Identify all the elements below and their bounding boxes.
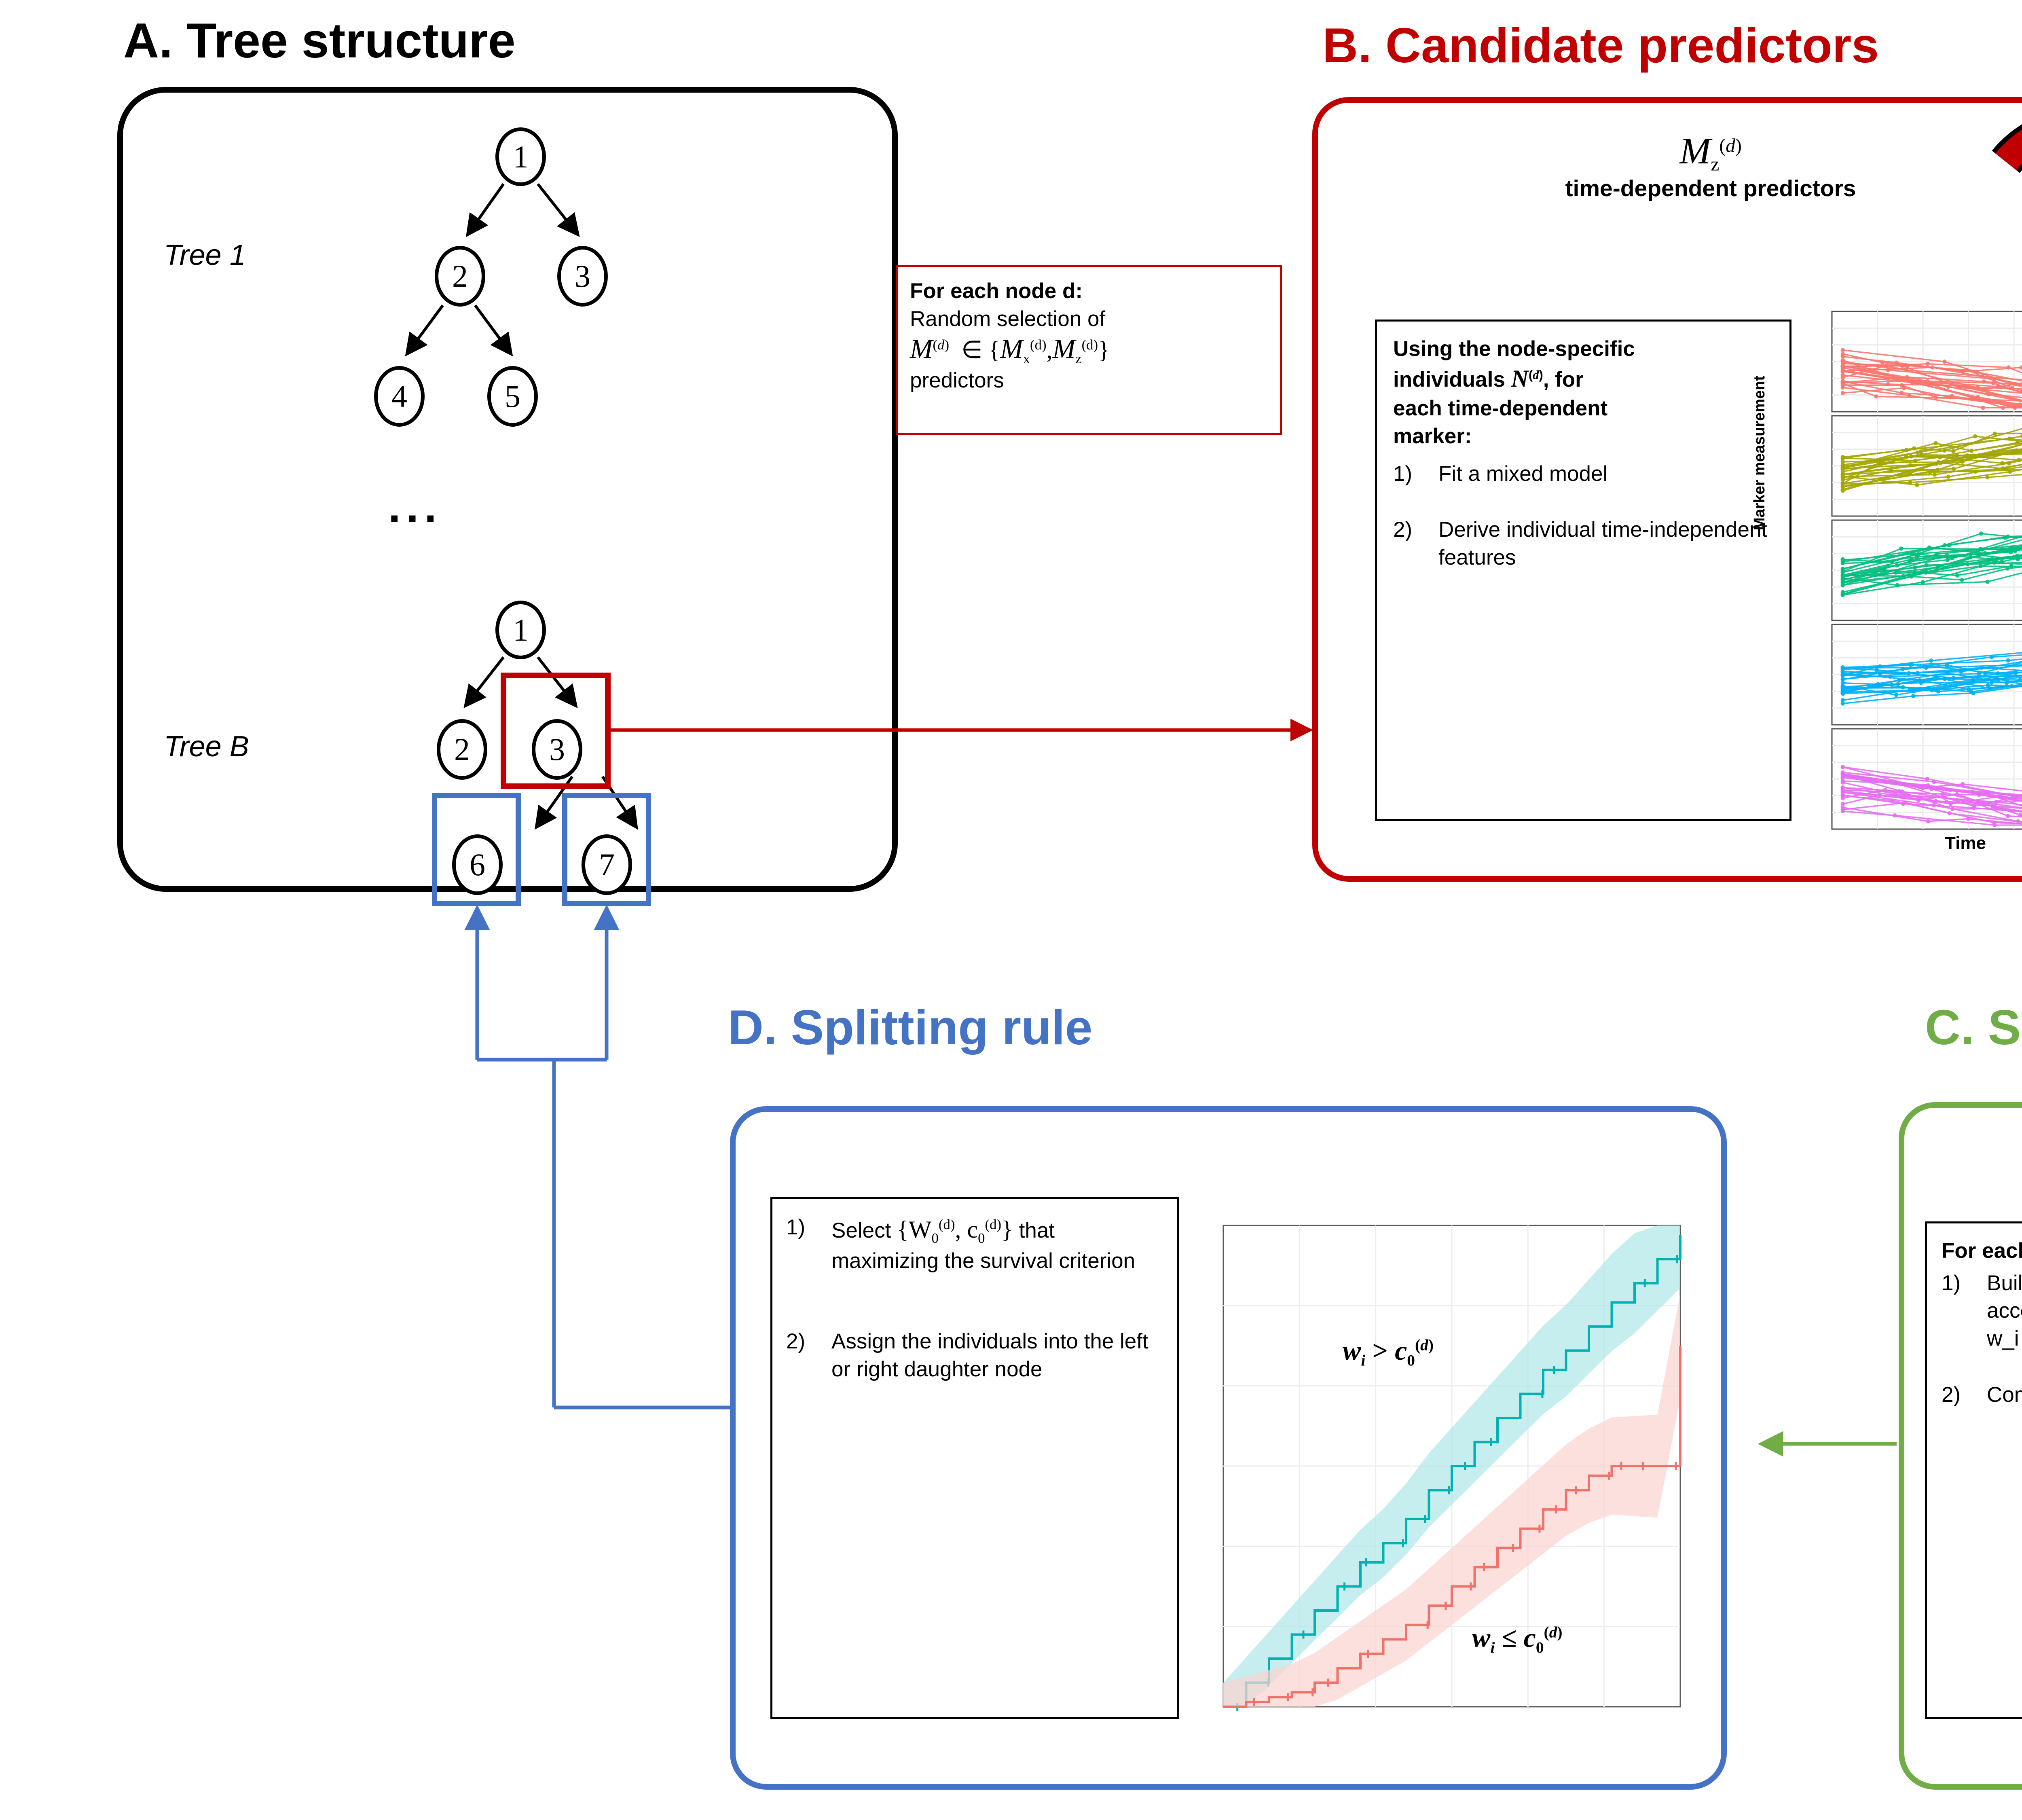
- for-each-node-math: M(d) ∈ {Mx(d),Mz(d)}: [910, 333, 1110, 366]
- panel-a-frame: [117, 87, 898, 892]
- tree-1-node-1[interactable]: 1: [495, 127, 546, 186]
- tree-1-node-5[interactable]: 5: [487, 366, 538, 427]
- for-each-node-heading: For each node d:: [910, 279, 1083, 303]
- panel-b-col1-header: Mz(d) time-dependent predictors: [1529, 129, 1893, 202]
- select-item-1-text-pre: Select: [831, 1219, 897, 1242]
- panel-a-title: A. Tree structure: [123, 13, 516, 68]
- tree-b-node-2[interactable]: 2: [437, 719, 487, 780]
- tree-b-node-6[interactable]: 6: [452, 834, 503, 895]
- select-item-2-text: Assign the individuals into the left or …: [831, 1329, 1148, 1382]
- for-each-node-box: For each node d: Random selection of M(d…: [896, 265, 1282, 435]
- tree-1-label: Tree 1: [164, 239, 246, 271]
- select-list-item: 1) Select {W0(d), c0(d)} that maximizing…: [786, 1214, 1163, 1275]
- panel-c-title: C. Survival criterion: [1925, 1000, 2022, 1055]
- select-item-1-text-post: that maximizing the survival criterion: [831, 1219, 1136, 1273]
- decile-item-2-text: Compute the survival criterion: [1987, 1383, 2022, 1407]
- using-heading-1: Using the node-specific: [1393, 337, 1635, 361]
- decile-list-item: 2) Compute the survival criterion: [1942, 1381, 2022, 1409]
- splitting-annotation-below: wi ≤ c0(d): [1472, 1622, 1563, 1657]
- splitting-annotation-above: wi > c0(d): [1343, 1335, 1434, 1369]
- tree-b-node-6-highlight: [432, 793, 521, 906]
- splitting-rule-box: 1) Select {W0(d), c0(d)} that maximizing…: [770, 1197, 1179, 1719]
- decile-item-1-text: Build two groups of individuals accordin…: [1987, 1271, 2022, 1351]
- select-list-item: 2) Assign the individuals into the left …: [786, 1328, 1163, 1384]
- panel-d-title: D. Splitting rule: [728, 1000, 1093, 1055]
- spaghetti-xlabel: Time: [1945, 833, 1986, 853]
- tree-b-node-7-highlight: [562, 793, 651, 906]
- decile-item-1-number: 1): [1942, 1271, 1961, 1295]
- using-item-2-number: 2): [1393, 518, 1413, 542]
- using-list-item: 2) Derive individual time-independent fe…: [1393, 516, 1773, 572]
- col1-caption: time-dependent predictors: [1565, 176, 1856, 202]
- tree-b-node-3-highlight: [501, 673, 611, 789]
- spaghetti-svg: [1831, 311, 2022, 830]
- using-heading-3: each time-dependent: [1393, 396, 1608, 420]
- for-each-node-line1: Random selection of: [910, 307, 1106, 331]
- for-each-decile-box: For each decile cw(d): 1) Build two grou…: [1925, 1221, 2022, 1719]
- tree-ellipsis: ...: [388, 482, 442, 532]
- using-item-1-text: Fit a mixed model: [1438, 461, 1608, 486]
- using-item-1-number: 1): [1393, 461, 1413, 486]
- select-item-2-number: 2): [786, 1329, 806, 1354]
- col1-symbol: Mz(d): [1679, 130, 1742, 175]
- panel-c-frame: [1899, 1102, 2022, 1790]
- select-item-1-number: 1): [786, 1215, 806, 1239]
- decile-item-2-number: 2): [1942, 1383, 1961, 1407]
- using-node-specific-box: Using the node-specific individuals N(d)…: [1375, 320, 1791, 821]
- tree-b-node-3[interactable]: 3: [532, 719, 582, 780]
- panel-b-frame: [1312, 97, 2022, 882]
- tree-b-node-1[interactable]: 1: [495, 601, 546, 659]
- for-each-decile-heading: For each decile cw(d):: [1942, 1239, 2022, 1263]
- tree-1-node-4[interactable]: 4: [374, 366, 425, 427]
- tree-b-node-7[interactable]: 7: [582, 834, 632, 895]
- panel-d-frame: [730, 1106, 1727, 1790]
- tree-b-label: Tree B: [164, 730, 249, 763]
- panel-b-title: B. Candidate predictors: [1322, 18, 1879, 73]
- select-item-1-math: {W0(d), c0(d)}: [897, 1216, 1013, 1246]
- tree-1-node-3[interactable]: 3: [557, 246, 608, 307]
- using-heading-4: marker:: [1393, 424, 1472, 448]
- using-item-2-text: Derive individual time-independent featu…: [1438, 518, 1768, 570]
- tree-1-node-2[interactable]: 2: [435, 246, 485, 307]
- splitting-rule-svg: [1223, 1225, 1681, 1711]
- using-list-item: 1) Fit a mixed model: [1393, 460, 1773, 488]
- for-each-node-line2: predictors: [910, 368, 1004, 392]
- decile-list-item: 1) Build two groups of individuals accor…: [1942, 1270, 2022, 1353]
- using-heading-2: individuals N(d), for: [1393, 365, 1584, 392]
- spaghetti-ylabel: Marker measurement: [1751, 375, 1768, 531]
